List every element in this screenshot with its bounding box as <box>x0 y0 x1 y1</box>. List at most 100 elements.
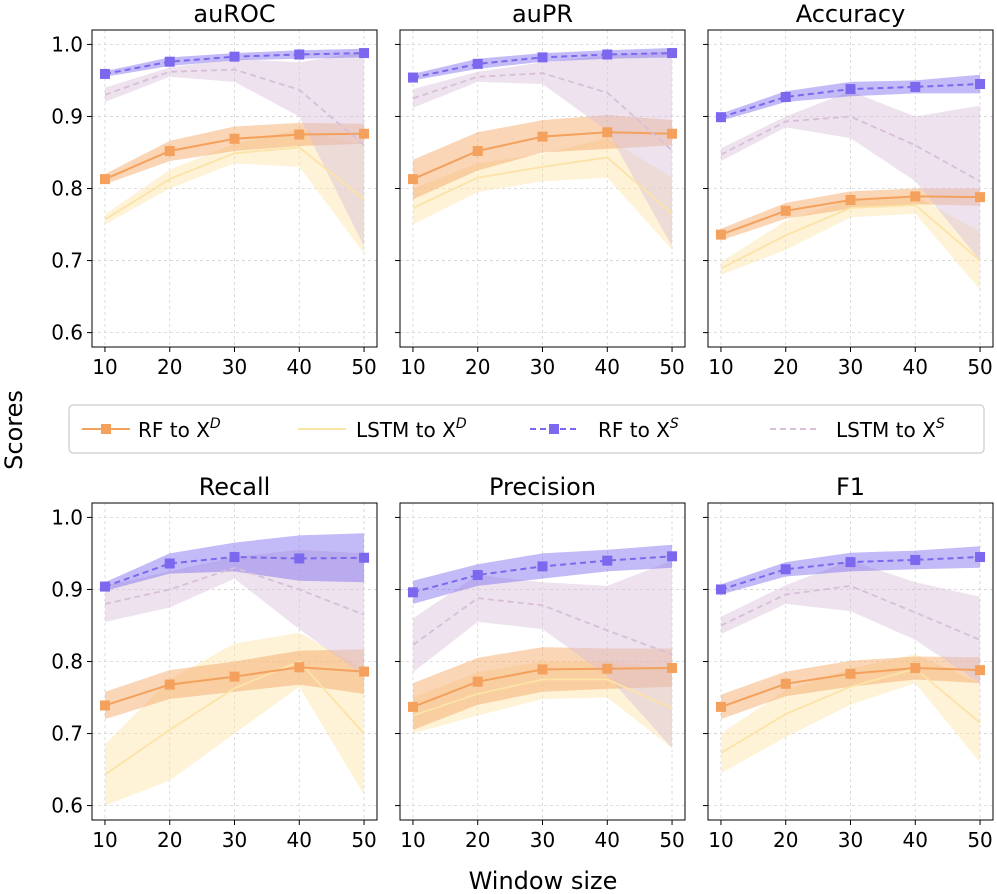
data-point-rf-s <box>667 551 678 562</box>
x-tick-label: 10 <box>400 355 425 379</box>
data-point-rf-d <box>845 195 856 206</box>
y-tick-label: 0.9 <box>51 577 83 601</box>
data-point-rf-s <box>602 49 613 60</box>
legend-frame <box>68 404 985 454</box>
legend-marker-rf-s <box>549 424 559 434</box>
data-point-rf-s <box>602 555 613 566</box>
x-tick-label: 20 <box>773 355 798 379</box>
band-rf-d <box>721 188 980 241</box>
x-tick-label: 40 <box>287 828 312 852</box>
x-tick-label: 20 <box>773 828 798 852</box>
x-tick-label: 50 <box>351 355 376 379</box>
data-point-rf-s <box>164 558 175 569</box>
series-line-lstm-d <box>412 156 673 215</box>
series-line-lstm-s <box>104 68 365 146</box>
data-point-rf-s <box>780 92 791 103</box>
band-rf-s <box>105 533 364 591</box>
data-point-rf-d <box>910 191 921 202</box>
x-tick-label: 30 <box>530 828 555 852</box>
series-line-lstm-d <box>720 204 981 270</box>
x-tick-label: 50 <box>659 828 684 852</box>
data-point-rf-d <box>537 664 548 675</box>
data-point-rf-d <box>294 129 305 140</box>
series-line-lstm-s <box>104 566 365 616</box>
x-tick-label: 50 <box>967 828 992 852</box>
data-point-rf-s <box>359 48 370 59</box>
data-point-rf-d <box>229 133 240 144</box>
panel-f1: 10 20 30 40 50 F1 <box>703 473 994 852</box>
data-point-rf-s <box>359 552 370 563</box>
data-point-rf-d <box>99 174 110 185</box>
data-point-rf-s <box>845 557 856 568</box>
x-tick-label: 20 <box>465 355 490 379</box>
panel-title-auroc: auROC <box>193 0 275 28</box>
data-point-rf-d <box>472 146 483 157</box>
data-point-rf-s <box>975 552 986 563</box>
band-lstm-s <box>413 560 672 748</box>
data-point-rf-s <box>667 48 678 59</box>
legend-label-lstm-s: LSTM to XS <box>836 416 945 442</box>
band-lstm-s <box>721 560 980 684</box>
band-lstm-s <box>721 91 980 261</box>
data-point-rf-s <box>537 561 548 572</box>
legend-marker-rf-d <box>101 424 111 434</box>
data-point-rf-d <box>602 127 613 138</box>
data-point-rf-d <box>667 662 678 673</box>
data-point-rf-d <box>845 668 856 679</box>
data-point-rf-d <box>99 700 110 711</box>
x-tick-label: 10 <box>92 828 117 852</box>
panel-title-aupr: auPR <box>512 0 573 28</box>
x-tick-label: 40 <box>595 828 620 852</box>
data-point-rf-d <box>667 128 678 139</box>
data-point-rf-d <box>407 174 418 185</box>
data-point-rf-d <box>359 666 370 677</box>
x-tick-label: 30 <box>838 828 863 852</box>
data-point-rf-s <box>407 587 418 598</box>
data-point-rf-s <box>715 112 726 123</box>
data-point-rf-d <box>407 701 418 712</box>
x-tick-label: 10 <box>92 355 117 379</box>
series-line-lstm-d <box>720 667 981 754</box>
band-lstm-s <box>413 51 672 247</box>
x-axis-label: Window size <box>469 867 618 894</box>
y-tick-label: 1.0 <box>51 505 83 529</box>
legend-label-lstm-d: LSTM to XD <box>356 416 467 442</box>
data-point-rf-s <box>715 584 726 595</box>
y-tick-label: 0.6 <box>51 321 83 345</box>
data-point-rf-s <box>472 570 483 581</box>
panel-precision: 10 20 30 40 50 Precision <box>395 473 686 852</box>
data-point-rf-s <box>99 68 110 79</box>
data-point-rf-d <box>164 146 175 157</box>
x-tick-label: 20 <box>157 355 182 379</box>
data-point-rf-d <box>294 662 305 673</box>
data-point-rf-s <box>910 81 921 92</box>
band-lstm-s <box>105 51 364 247</box>
data-point-rf-d <box>780 205 791 216</box>
x-tick-label: 40 <box>595 355 620 379</box>
data-point-rf-d <box>602 663 613 674</box>
panel-auroc: 0.6 0.7 0.8 0.9 1.0 10 20 30 40 50 auROC <box>51 0 378 379</box>
legend: RF to XD LSTM to XD RF to XS LSTM to XS <box>68 404 985 454</box>
data-point-rf-s <box>294 553 305 564</box>
panel-aupr: 10 20 30 40 50 auPR <box>395 0 686 379</box>
x-tick-label: 30 <box>222 355 247 379</box>
panel-title-accuracy: Accuracy <box>796 0 906 28</box>
data-point-rf-d <box>164 679 175 690</box>
panel-title-f1: F1 <box>836 473 865 501</box>
x-tick-label: 10 <box>708 828 733 852</box>
data-point-rf-s <box>229 51 240 62</box>
data-point-rf-s <box>99 581 110 592</box>
panel-title-precision: Precision <box>489 473 596 501</box>
x-tick-label: 10 <box>708 355 733 379</box>
x-tick-label: 50 <box>967 355 992 379</box>
x-tick-label: 40 <box>903 355 928 379</box>
series-line-lstm-s <box>412 597 673 656</box>
x-tick-label: 50 <box>659 355 684 379</box>
data-point-rf-s <box>910 554 921 565</box>
data-point-rf-s <box>164 56 175 67</box>
y-tick-label: 0.7 <box>51 249 83 273</box>
band-lstm-d <box>105 129 364 254</box>
data-point-rf-d <box>975 665 986 676</box>
legend-label-rf-d: RF to XD <box>138 416 221 442</box>
y-tick-label: 0.7 <box>51 722 83 746</box>
